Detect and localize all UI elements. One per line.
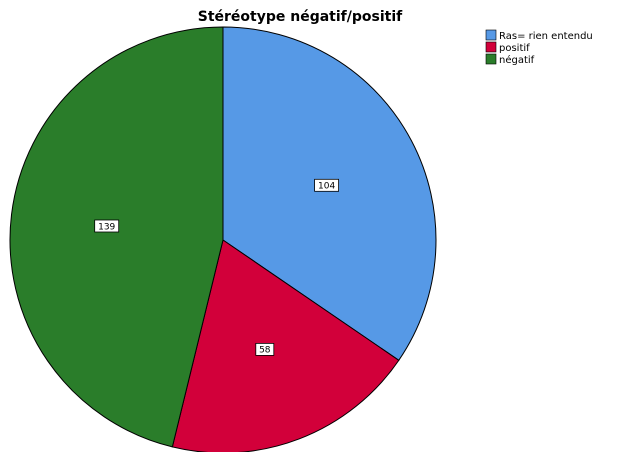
pie-slice-negatif [9,26,224,448]
data-label-box [314,178,340,192]
legend-swatch [485,53,497,65]
data-label-ras-rien-entendu: 104 [314,178,340,192]
data-label-value: 58 [259,346,271,356]
data-label-value: 139 [98,222,115,232]
data-label-negatif: 139 [94,219,120,233]
pie-slices [9,26,437,452]
pie-slice-ras-rien-entendu [222,26,437,361]
legend-label: négatif [499,54,535,66]
legend-label: Ras= rien entendu [499,31,593,42]
pie-data-labels: 104 58 139 [94,178,340,356]
data-label-value: 104 [318,182,335,192]
legend-label: positif [499,43,530,54]
data-label-positif: 58 [255,342,275,356]
data-label-box [94,219,120,233]
legend-item-ras-rien-entendu: Ras= rien entendu [485,29,593,42]
legend-swatch [485,41,497,53]
data-label-box [255,342,275,356]
legend-swatch [485,29,497,41]
chart-title: Stéréotype négatif/positif [198,9,403,25]
legend-item-positif: positif [485,41,530,54]
legend-item-negatif: négatif [485,53,535,66]
